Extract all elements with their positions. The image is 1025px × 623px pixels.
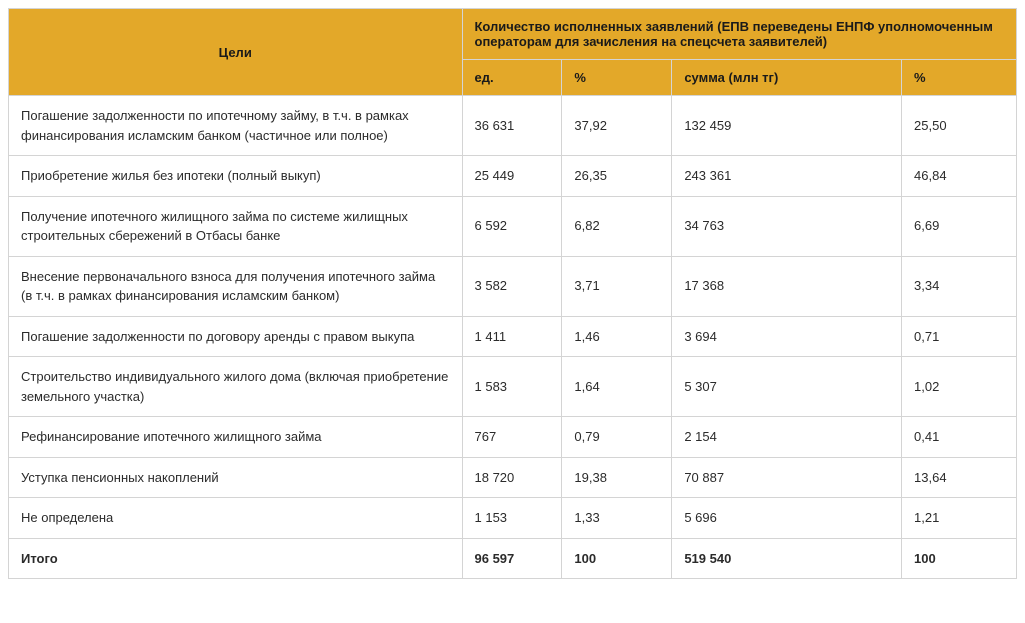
cell-pct2: 6,69 [902, 196, 1017, 256]
cell-sum: 5 696 [672, 498, 902, 539]
table-row-total: Итого96 597100519 540100 [9, 538, 1017, 579]
cell-sum: 2 154 [672, 417, 902, 458]
cell-pct1: 26,35 [562, 156, 672, 197]
table-row: Рефинансирование ипотечного жилищного за… [9, 417, 1017, 458]
table-row: Получение ипотечного жилищного займа по … [9, 196, 1017, 256]
cell-sum: 132 459 [672, 96, 902, 156]
cell-goal: Погашение задолженности по ипотечному за… [9, 96, 463, 156]
cell-goal: Внесение первоначального взноса для полу… [9, 256, 463, 316]
cell-total-label: Итого [9, 538, 463, 579]
table-row: Не определена1 1531,335 6961,21 [9, 498, 1017, 539]
cell-total-pct2: 100 [902, 538, 1017, 579]
cell-pct2: 3,34 [902, 256, 1017, 316]
header-units: ед. [462, 60, 562, 96]
cell-units: 1 583 [462, 357, 562, 417]
cell-pct2: 1,02 [902, 357, 1017, 417]
table-row: Погашение задолженности по договору арен… [9, 316, 1017, 357]
table-row: Приобретение жилья без ипотеки (полный в… [9, 156, 1017, 197]
table-header: Цели Количество исполненных заявлений (Е… [9, 9, 1017, 96]
cell-goal: Рефинансирование ипотечного жилищного за… [9, 417, 463, 458]
header-pct2: % [902, 60, 1017, 96]
cell-units: 25 449 [462, 156, 562, 197]
cell-units: 36 631 [462, 96, 562, 156]
cell-units: 1 411 [462, 316, 562, 357]
cell-units: 3 582 [462, 256, 562, 316]
cell-total-pct1: 100 [562, 538, 672, 579]
cell-goal: Строительство индивидуального жилого дом… [9, 357, 463, 417]
cell-goal: Погашение задолженности по договору арен… [9, 316, 463, 357]
table-row: Внесение первоначального взноса для полу… [9, 256, 1017, 316]
cell-pct1: 1,64 [562, 357, 672, 417]
cell-pct1: 0,79 [562, 417, 672, 458]
table-body: Погашение задолженности по ипотечному за… [9, 96, 1017, 579]
cell-units: 6 592 [462, 196, 562, 256]
data-table: Цели Количество исполненных заявлений (Е… [8, 8, 1017, 579]
cell-pct1: 6,82 [562, 196, 672, 256]
header-sum: сумма (млн тг) [672, 60, 902, 96]
cell-goal: Получение ипотечного жилищного займа по … [9, 196, 463, 256]
cell-pct1: 3,71 [562, 256, 672, 316]
cell-pct2: 13,64 [902, 457, 1017, 498]
cell-sum: 243 361 [672, 156, 902, 197]
table-row: Строительство индивидуального жилого дом… [9, 357, 1017, 417]
cell-goal: Приобретение жилья без ипотеки (полный в… [9, 156, 463, 197]
cell-sum: 5 307 [672, 357, 902, 417]
cell-pct2: 0,41 [902, 417, 1017, 458]
header-count-title: Количество исполненных заявлений (ЕПВ пе… [462, 9, 1017, 60]
cell-pct1: 19,38 [562, 457, 672, 498]
cell-units: 18 720 [462, 457, 562, 498]
cell-pct2: 1,21 [902, 498, 1017, 539]
cell-pct2: 25,50 [902, 96, 1017, 156]
cell-sum: 34 763 [672, 196, 902, 256]
table-row: Уступка пенсионных накоплений18 72019,38… [9, 457, 1017, 498]
cell-units: 1 153 [462, 498, 562, 539]
cell-pct1: 1,33 [562, 498, 672, 539]
cell-pct2: 46,84 [902, 156, 1017, 197]
cell-pct1: 1,46 [562, 316, 672, 357]
cell-units: 767 [462, 417, 562, 458]
cell-goal: Не определена [9, 498, 463, 539]
cell-pct2: 0,71 [902, 316, 1017, 357]
header-pct1: % [562, 60, 672, 96]
cell-total-units: 96 597 [462, 538, 562, 579]
cell-sum: 70 887 [672, 457, 902, 498]
cell-total-sum: 519 540 [672, 538, 902, 579]
table-row: Погашение задолженности по ипотечному за… [9, 96, 1017, 156]
header-goals: Цели [9, 9, 463, 96]
cell-pct1: 37,92 [562, 96, 672, 156]
cell-sum: 3 694 [672, 316, 902, 357]
cell-sum: 17 368 [672, 256, 902, 316]
cell-goal: Уступка пенсионных накоплений [9, 457, 463, 498]
